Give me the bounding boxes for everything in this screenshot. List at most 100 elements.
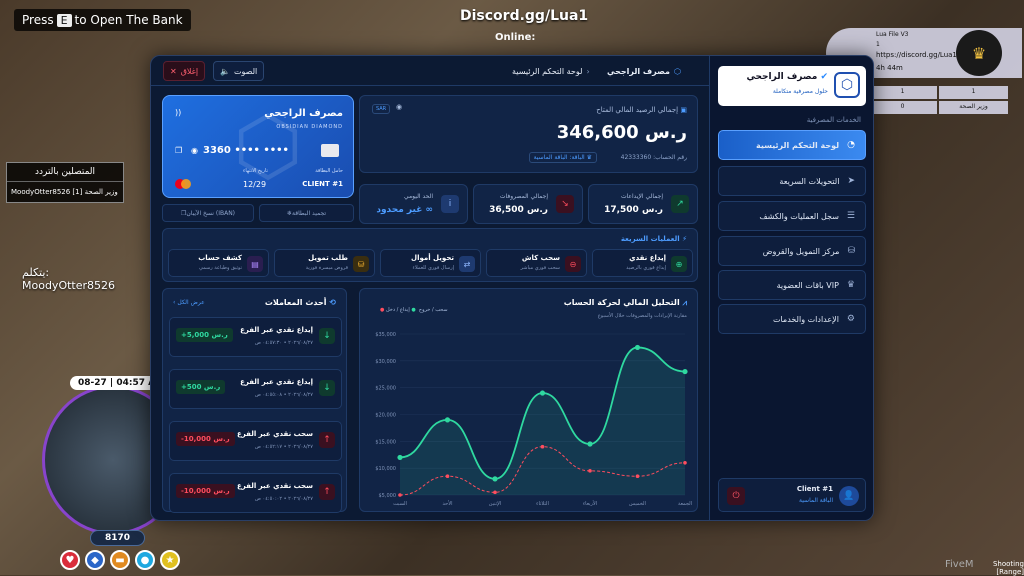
- tx-amount: +5,000 ر.س: [176, 328, 233, 342]
- card-bank: مصرف الراجحي: [264, 108, 343, 119]
- transaction-item[interactable]: سحب نقدي عبر الفرع ٢٠٢٦/٠٨/٢٧ • ٠٤:٥٢:١٧…: [169, 421, 342, 461]
- quick-sub: قروض ميسرة فورية: [305, 265, 348, 271]
- clock: 08-27 | 04:57 AM: [70, 376, 173, 390]
- tx-date: ٢٠٢٦/٠٨/٢٧ • ٠٤:٥٢:١٧ ص: [254, 444, 313, 450]
- data-point: [634, 344, 641, 351]
- player-server: Lua File V3: [876, 31, 909, 38]
- data-point: [492, 476, 498, 482]
- quick-deposit-button[interactable]: إيداع نقدي إيداع فوري بالرصيد ⊕: [592, 249, 693, 277]
- history-icon: ⟲: [329, 298, 336, 307]
- quick-withdraw-button[interactable]: سحب كاش سحب فوري مباشر ⊖: [486, 249, 587, 277]
- stat-label: الحد اليومي: [403, 193, 433, 200]
- copy-iban-button[interactable]: ❐ نسخ الآيبان (IBAN): [162, 204, 254, 222]
- quick-statement-button[interactable]: كشف حساب توثيق وطباعة رسمي ▤: [168, 249, 269, 277]
- player-url: https://discord.gg/Lua1: [876, 51, 957, 59]
- transaction-item[interactable]: إيداع نقدي عبر الفرع ٢٠٢٦/٠٨/٢٧ • ٠٤:٥٧:…: [169, 317, 342, 357]
- data-point: [682, 368, 688, 375]
- legend-in: إيداع / دخل: [385, 307, 410, 313]
- card-holder: CLIENT #1: [302, 180, 343, 188]
- breadcrumb-bank[interactable]: مصرف الراجحي: [607, 66, 670, 76]
- eye-icon[interactable]: ◉: [191, 146, 198, 155]
- y-tick-label: $20,000: [375, 413, 396, 419]
- logout-icon[interactable]: ⏻: [727, 487, 745, 505]
- food-icon: ▬: [110, 550, 130, 570]
- quick-loan-button[interactable]: طلب تمويل قروض ميسرة فورية ⛁: [274, 249, 375, 277]
- tier-badge: الباقة: الباقة الماسية ♛: [528, 152, 597, 163]
- pie-icon: ◔: [847, 140, 855, 150]
- copy-iban-label: نسخ الآيبان (IBAN): [186, 209, 236, 217]
- transaction-item[interactable]: إيداع نقدي عبر الفرع ٢٠٢٦/٠٨/٢٧ • ٠٤:٥٥:…: [169, 369, 342, 409]
- sidebar-item-loans[interactable]: مركز التمويل والقروض ⛁: [718, 236, 866, 266]
- fivem-label: FiveM: [945, 559, 974, 570]
- tx-title: سحب نقدي عبر الفرع: [237, 430, 313, 438]
- sidebar-item-transfers[interactable]: التحويلات السريعة ➤: [718, 166, 866, 196]
- transaction-item[interactable]: سحب نقدي عبر الفرع ٢٠٢٦/٠٨/٢٧ • ٠٤:٥٠:٠٢…: [169, 473, 342, 513]
- sidebar-item-vip[interactable]: باقات العضوية VIP ♛: [718, 270, 866, 300]
- verified-icon: ✔: [820, 72, 828, 82]
- legend-out: سحب / خروج: [418, 307, 448, 313]
- eye-icon[interactable]: ◉: [396, 103, 403, 111]
- balance-card: SAR ◉ إجمالي الرصيد المالي المتاح ▣ 346,…: [359, 95, 698, 173]
- nav-label: مركز التمويل والقروض: [762, 246, 840, 256]
- sound-button[interactable]: 🔈 الصوت: [213, 61, 265, 81]
- top-bar: ✕ إغلاق 🔈 الصوت مصرف الراجحي ⬡ لوحة التحكم…: [151, 56, 711, 86]
- debit-card: ⬡ )) مصرف الراجحي OBSIDIAN DIAMOND ❐ ◉ 3…: [162, 95, 354, 198]
- breadcrumb-page: لوحة التحكم الرئيسية: [512, 66, 583, 76]
- data-point: [445, 474, 450, 479]
- speaking-name: MoodyOtter8526: [22, 279, 116, 292]
- chart-legend: ● سحب / خروج ● إيداع / دخل: [380, 307, 448, 313]
- data-point: [635, 474, 640, 479]
- info-icon: i: [441, 195, 459, 213]
- x-tick-label: الخميس: [629, 501, 646, 507]
- quick-title-text: العمليات السريعة: [620, 235, 680, 243]
- breadcrumb: مصرف الراجحي ⬡: [601, 61, 687, 81]
- sidebar: ⬡ مصرف الراجحي ✔ حلول مصرفية متكاملة الخ…: [709, 56, 873, 520]
- player-id: 1: [876, 41, 880, 48]
- sidebar-item-history[interactable]: سجل العمليات والكشف ☰: [718, 201, 866, 231]
- arrow-down-icon: ↓: [319, 380, 335, 396]
- quick-label: إيداع نقدي: [629, 254, 666, 262]
- gear-icon: ⚙: [846, 314, 855, 324]
- data-point: [444, 417, 451, 423]
- close-label: إغلاق: [180, 66, 199, 76]
- copy-icon[interactable]: ❐: [175, 146, 183, 155]
- quick-label: طلب تمويل: [308, 254, 348, 262]
- account-number: رقم الحساب: 42333360: [620, 154, 687, 161]
- send-icon: ➤: [847, 176, 855, 186]
- bank-logo-icon: ⬡: [673, 66, 681, 76]
- mastercard-icon: [175, 179, 185, 189]
- sidebar-item-dashboard[interactable]: لوحة التحكم الرئيسية ◔: [718, 130, 866, 160]
- health-icon: ♥: [60, 550, 80, 570]
- chevron-left-icon: ›: [586, 66, 590, 76]
- tx-date: ٢٠٢٦/٠٨/٢٧ • ٠٤:٥٥:٠٨ ص: [254, 392, 313, 398]
- chip-icon: [321, 144, 339, 157]
- close-button[interactable]: ✕ إغلاق: [163, 61, 206, 81]
- sidebar-item-settings[interactable]: الإعدادات والخدمات ⚙: [718, 304, 866, 334]
- list-icon: ☰: [846, 211, 855, 221]
- series-area: [400, 347, 685, 495]
- brand-name: مصرف الراجحي ✔: [746, 72, 828, 82]
- brand-sub: حلول مصرفية متكاملة: [772, 88, 828, 95]
- balance-value: 346,600 ر.س: [556, 122, 687, 143]
- stat-label: إجمالي المصروفات: [499, 193, 548, 200]
- water-icon: ●: [135, 550, 155, 570]
- nav-label: التحويلات السريعة: [779, 176, 840, 186]
- radio-member: MoodyOtter8526 [1] وزير الصحة: [11, 188, 118, 196]
- tx-amount: -10,000 ر.س: [176, 432, 235, 446]
- freeze-card-button[interactable]: ❄ تجميد البطاقة: [259, 204, 354, 222]
- player-stats: 1 1 0 وزير الصحة: [868, 86, 1008, 114]
- card-type: OBSIDIAN DIAMOND: [276, 124, 343, 130]
- trend-down-icon: ↘: [556, 195, 574, 213]
- quick-sub: توثيق وطباعة رسمي: [199, 265, 242, 271]
- player-stat: 1: [939, 86, 1008, 99]
- quick-transfer-button[interactable]: تحويل أموال إرسال فوري للعملاء ⇄: [380, 249, 481, 277]
- view-all-link[interactable]: ‹ عرض الكل: [173, 299, 205, 306]
- balance-label-text: إجمالي الرصيد المالي المتاح: [596, 106, 679, 114]
- quick-title: العمليات السريعة ⚡: [621, 235, 687, 243]
- quick-label: تحويل أموال: [411, 254, 454, 262]
- stat-deposits: إجمالي الإيداعات 17,500 ر.س ↗: [588, 184, 698, 224]
- x-tick-label: السبت: [393, 501, 407, 507]
- chart-icon: ⩘: [682, 298, 687, 307]
- balance-label: إجمالي الرصيد المالي المتاح ▣: [596, 106, 687, 114]
